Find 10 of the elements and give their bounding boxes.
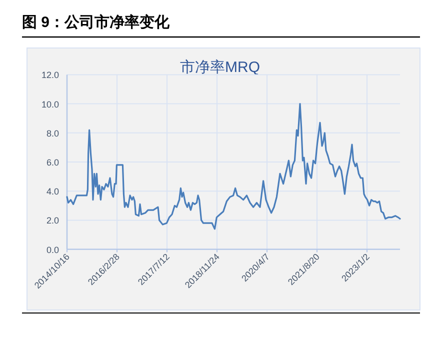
y-tick-label: 4.0	[46, 186, 59, 197]
y-tick-label: 6.0	[46, 158, 59, 168]
y-tick-label: 2.0	[46, 216, 59, 226]
y-tick-label: 10.0	[41, 99, 59, 110]
chart-title: 图 9：公司市净率变化	[22, 13, 171, 31]
chart-subtitle: 市净率MRQ	[180, 59, 260, 76]
line-series	[66, 103, 401, 230]
y-tick-label: 12.0	[41, 70, 59, 80]
y-tick-label: 8.0	[46, 128, 59, 138]
y-tick-label: 0.0	[46, 244, 59, 255]
